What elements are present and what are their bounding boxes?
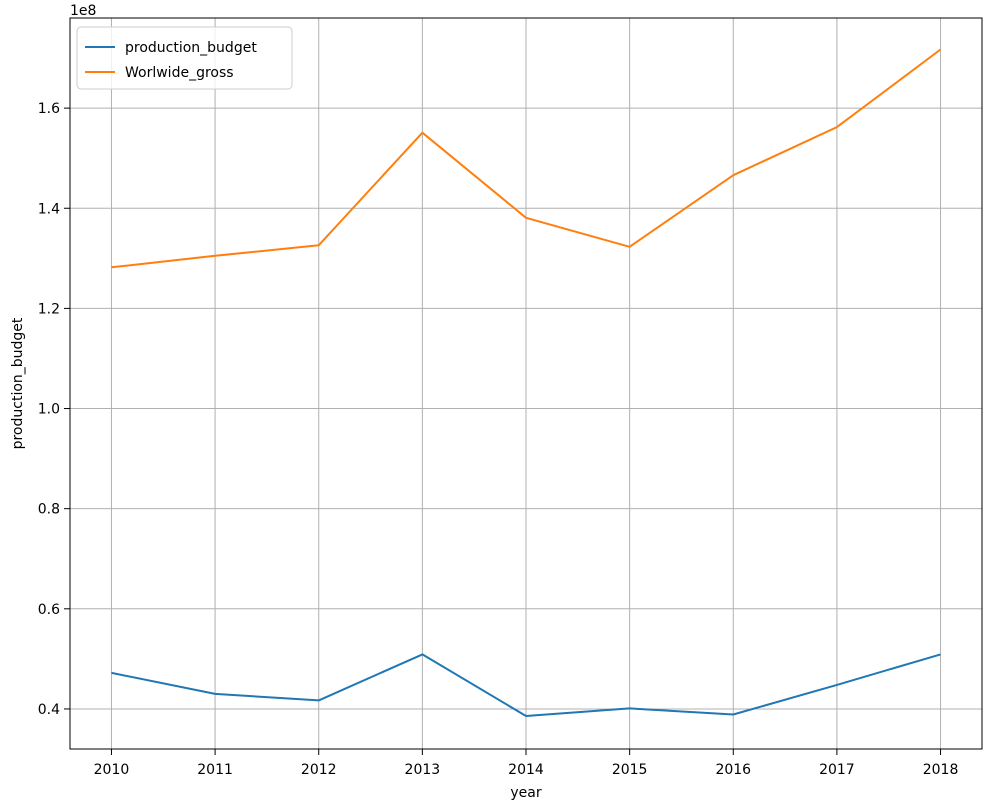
x-tick-label: 2012 xyxy=(301,762,337,778)
y-tick-label: 1.4 xyxy=(38,201,60,217)
legend: production_budget Worlwide_gross xyxy=(76,26,293,90)
y-tick-label: 1.2 xyxy=(38,301,60,317)
y-offset-label: 1e8 xyxy=(70,3,96,19)
x-axis-label: year xyxy=(510,785,541,801)
x-tick-label: 2013 xyxy=(405,762,441,778)
y-tick-label: 0.6 xyxy=(38,602,60,618)
legend-label: production_budget xyxy=(125,40,257,56)
series-lines xyxy=(111,48,942,717)
y-tick-label: 1.6 xyxy=(38,101,60,117)
y-tick-label: 1.0 xyxy=(38,402,60,418)
x-tick-label: 2011 xyxy=(197,762,233,778)
axis-ticks: 2010 2011 2012 2013 2014 2015 2016 2017 2018 0.4 0… xyxy=(38,101,959,778)
x-tick-label: 2010 xyxy=(94,762,130,778)
y-tick-label: 0.8 xyxy=(38,502,60,518)
x-tick-label: 2016 xyxy=(715,762,751,778)
x-tick-label: 2014 xyxy=(508,762,544,778)
x-tick-label: 2018 xyxy=(923,762,959,778)
legend-label: Worlwide_gross xyxy=(125,65,234,81)
x-tick-label: 2017 xyxy=(819,762,855,778)
y-tick-label: 0.4 xyxy=(38,702,60,718)
legend-box xyxy=(76,26,293,90)
y-axis-label: production_budget xyxy=(10,317,26,449)
x-tick-label: 2015 xyxy=(612,762,648,778)
grid xyxy=(70,18,982,749)
